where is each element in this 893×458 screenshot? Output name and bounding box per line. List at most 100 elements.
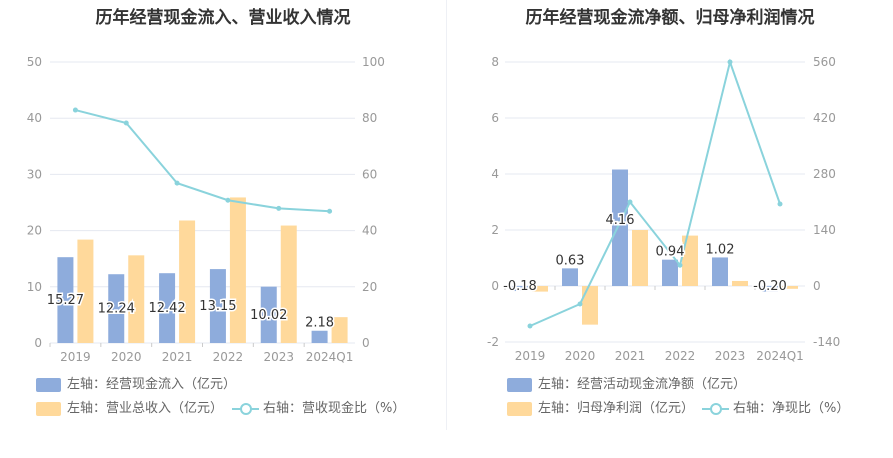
- y-left-tick-label: 30: [27, 167, 42, 181]
- data-label: -0.20: [753, 279, 787, 294]
- chart-title: 历年经营现金流入、营业收入情况: [95, 8, 351, 28]
- bar-orange: [632, 230, 648, 286]
- x-tick-label: 2023: [715, 349, 746, 363]
- data-label: 0.63: [556, 253, 585, 268]
- y-right-tick-label: 560: [813, 55, 836, 69]
- x-tick-label: 2022: [665, 349, 696, 363]
- x-tick-label: 2022: [213, 350, 244, 364]
- data-label: 4.16: [606, 213, 635, 228]
- bar-blue: [612, 169, 628, 286]
- y-left-tick-label: 20: [27, 224, 42, 238]
- line-point: [225, 197, 231, 203]
- bar-orange: [532, 286, 548, 292]
- y-right-tick-label: 280: [813, 167, 836, 181]
- x-tick-label: 2021: [615, 349, 646, 363]
- y-right-tick-label: 20: [362, 280, 377, 294]
- series-line: [529, 58, 781, 327]
- legend-label: 左轴：经营现金流入（亿元）: [67, 377, 237, 392]
- data-label: 12.24: [98, 302, 135, 317]
- x-tick-label: 2021: [162, 350, 193, 364]
- x-tick-label: 2024Q1: [756, 349, 804, 363]
- data-label: 2.18: [305, 316, 334, 331]
- bar-blue: [209, 269, 226, 343]
- y-right-tick-label: 80: [362, 111, 377, 125]
- chart-panel-net-cashflow-profit: 历年经营现金流净额、归母净利润情况 -2 0 2 4 6 8 -140 0 140 280 420 5…: [447, 0, 893, 458]
- y-left-tick-label: -2: [487, 335, 499, 349]
- x-tick-label: 2023: [263, 350, 294, 364]
- data-label: 10.02: [250, 308, 287, 323]
- data-label: 12.42: [148, 301, 185, 316]
- chart-canvas: -2 0 2 4 6 8 -140 0 140 280 420 560 2019 2020 2021 2022…: [487, 55, 840, 363]
- bar-orange: [682, 235, 698, 286]
- line-point: [527, 323, 533, 329]
- chart-panel-cashflow-revenue: 历年经营现金流入、营业收入情况 0 10 20 30 40 50 0 20 40 60 80 100 2…: [0, 0, 446, 458]
- y-right-tick-label: 100: [362, 55, 385, 69]
- y-left-tick-label: 0: [34, 336, 42, 350]
- data-label: -0.18: [503, 279, 537, 294]
- legend-swatch-orange: [36, 402, 61, 416]
- data-label: 1.02: [706, 242, 735, 257]
- x-tick-label: 2019: [515, 349, 546, 363]
- line-point: [727, 59, 733, 65]
- bar-orange: [128, 255, 145, 343]
- chart-title: 历年经营现金流净额、归母净利润情况: [525, 8, 815, 28]
- legend-line-marker-icon: [702, 403, 729, 415]
- legend-line-marker-icon: [232, 403, 259, 415]
- line-point: [276, 205, 282, 211]
- x-tick-label: 2019: [60, 350, 91, 364]
- legend-label: 右轴：营收现金比（%）: [263, 401, 406, 416]
- bar-orange: [229, 197, 246, 343]
- bar-blue: [311, 330, 328, 343]
- bar-orange: [331, 317, 348, 343]
- bar-blue: [712, 257, 728, 286]
- chart-canvas: 0 10 20 30 40 50 0 20 40 60 80 100 2019 2020 2021 2022 2…: [27, 55, 385, 364]
- x-tick-label: 2024Q1: [306, 350, 354, 364]
- y-left-tick-label: 50: [27, 55, 42, 69]
- y-left-tick-label: 0: [491, 279, 499, 293]
- line-point: [577, 301, 583, 307]
- bar-orange: [732, 280, 748, 286]
- line-point: [174, 180, 180, 186]
- y-left-tick-label: 40: [27, 111, 42, 125]
- legend-swatch-blue: [507, 378, 532, 392]
- bar-orange: [582, 286, 598, 325]
- x-tick-label: 2020: [565, 349, 596, 363]
- y-right-tick-label: 420: [813, 111, 836, 125]
- legend-label: 左轴：营业总收入（亿元）: [67, 401, 224, 416]
- y-left-tick-label: 6: [491, 111, 499, 125]
- y-right-tick-label: 60: [362, 167, 377, 181]
- y-right-tick-label: -140: [813, 335, 840, 349]
- data-label: 0.94: [656, 245, 685, 260]
- bar-orange: [77, 239, 94, 343]
- bar-blue: [662, 259, 678, 286]
- y-left-tick-label: 4: [491, 167, 499, 181]
- series-line: [75, 109, 330, 213]
- bar-blue: [562, 268, 578, 286]
- y-right-tick-label: 0: [813, 279, 821, 293]
- bar-blue: [159, 273, 176, 343]
- panel-divider: [446, 0, 447, 430]
- line-point: [677, 262, 683, 268]
- y-right-tick-label: 0: [362, 336, 370, 350]
- line-point: [627, 199, 633, 205]
- legend-label: 右轴：净现比（%）: [733, 401, 850, 416]
- bar-orange: [179, 220, 196, 343]
- bar-blue: [260, 286, 277, 343]
- x-tick-label: 2020: [111, 350, 142, 364]
- line-point: [327, 208, 333, 214]
- bar-orange: [280, 225, 297, 343]
- legend-label: 左轴：经营活动现金流净额（亿元）: [538, 377, 747, 392]
- legend-swatch-orange: [507, 402, 532, 416]
- y-left-tick-label: 8: [491, 55, 499, 69]
- line-point: [777, 201, 783, 207]
- y-left-tick-label: 10: [27, 280, 42, 294]
- bar-orange: [782, 286, 798, 289]
- legend-label: 左轴：归母净利润（亿元）: [538, 401, 695, 416]
- bar-blue: [762, 286, 778, 292]
- data-label: 13.15: [199, 299, 236, 314]
- bar-blue: [57, 257, 74, 343]
- y-right-tick-label: 140: [813, 223, 836, 237]
- legend-swatch-blue: [36, 378, 61, 392]
- y-right-tick-label: 40: [362, 224, 377, 238]
- data-label: 15.27: [47, 293, 84, 308]
